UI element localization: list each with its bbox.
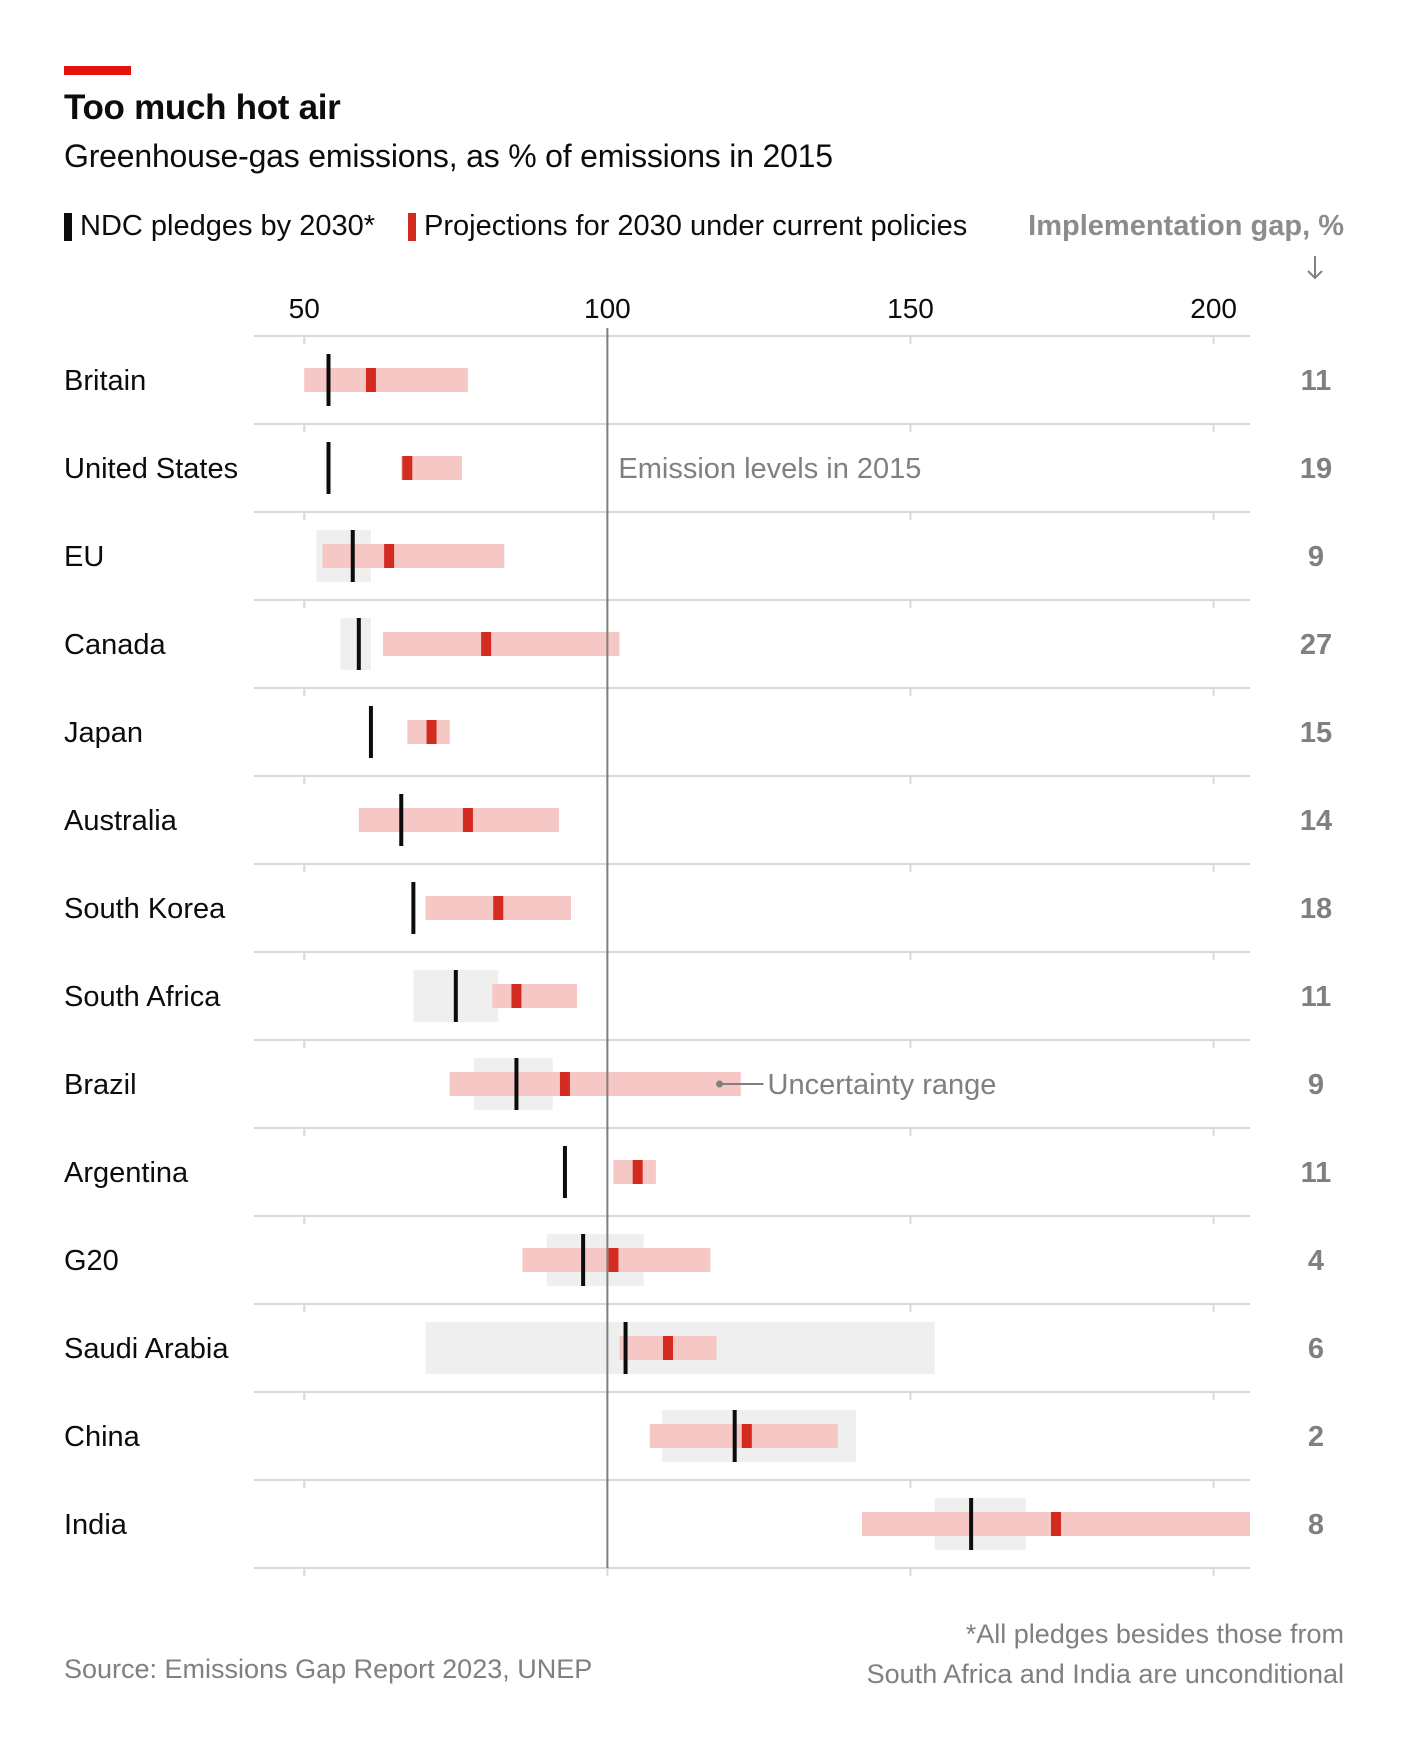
projection-marker [402, 456, 413, 480]
pledge-marker [326, 354, 331, 406]
pledge-marker [350, 530, 355, 582]
pledge-range-bar [340, 618, 371, 670]
projection-marker [663, 1336, 673, 1360]
projection-range-bar [449, 1072, 741, 1096]
country-label: G20 [64, 1245, 119, 1277]
reference-line-label: Emission levels in 2015 [618, 453, 921, 485]
projection-marker [426, 720, 437, 744]
projection-marker [365, 368, 376, 392]
projection-range-bar [383, 632, 620, 656]
projection-marker [493, 896, 504, 920]
country-label: South Africa [64, 981, 221, 1013]
country-label: Britain [64, 365, 146, 397]
country-label: EU [64, 541, 104, 573]
country-label: Saudi Arabia [64, 1333, 229, 1365]
legend-projection-swatch [408, 212, 416, 241]
projection-marker [511, 984, 522, 1008]
projection-marker [1051, 1512, 1061, 1536]
chart-title: Too much hot air [64, 88, 341, 127]
country-label: Brazil [64, 1069, 137, 1101]
x-tick-label: 150 [887, 293, 934, 324]
footnote-line-1: *All pledges besides those from [965, 1619, 1344, 1649]
projection-marker [559, 1072, 570, 1096]
projection-marker [481, 632, 492, 656]
gap-value: 11 [1301, 1157, 1332, 1189]
gap-value: 14 [1300, 805, 1332, 837]
pledge-marker [356, 618, 361, 670]
pledge-marker [411, 882, 416, 934]
gap-value: 2 [1308, 1421, 1324, 1453]
annotation-label: Uncertainty range [768, 1069, 997, 1101]
footnote-line-2: South Africa and India are unconditional [866, 1659, 1344, 1689]
country-label: Argentina [64, 1157, 189, 1189]
footnote: *All pledges besides those from South Af… [867, 1614, 1344, 1694]
gap-value: 18 [1300, 893, 1332, 925]
pledge-marker [399, 794, 404, 846]
country-label: Japan [64, 717, 143, 749]
country-label: United States [64, 453, 238, 485]
pledge-marker [623, 1322, 628, 1374]
x-tick-label: 100 [584, 293, 631, 324]
chart-subtitle: Greenhouse-gas emissions, as % of emissi… [64, 138, 833, 174]
x-tick-label: 50 [289, 293, 320, 324]
pledge-marker [732, 1410, 737, 1462]
legend-projection: Projections for 2030 under current polic… [408, 210, 967, 243]
gap-value: 11 [1301, 365, 1332, 397]
country-label: South Korea [64, 893, 226, 925]
country-label: Australia [64, 805, 178, 837]
projection-marker [608, 1248, 619, 1272]
gap-value: 9 [1308, 541, 1324, 573]
gap-value: 4 [1308, 1245, 1324, 1277]
country-label: India [64, 1509, 128, 1541]
gap-value: 11 [1301, 981, 1332, 1013]
legend-pledge: NDC pledges by 2030* [64, 210, 375, 243]
pledge-marker [368, 706, 373, 758]
implementation-gap-header: Implementation gap, % [1028, 210, 1344, 242]
pledge-marker [581, 1234, 586, 1286]
projection-marker [384, 544, 395, 568]
arrow-down-icon [1307, 256, 1323, 280]
source-note: Source: Emissions Gap Report 2023, UNEP [64, 1654, 593, 1684]
projection-marker [632, 1160, 643, 1184]
country-label: Canada [64, 629, 166, 661]
projection-range-bar [304, 368, 468, 392]
pledge-marker [969, 1498, 974, 1550]
gap-value: 27 [1300, 629, 1332, 661]
country-label: China [64, 1421, 141, 1453]
x-tick-label: 200 [1190, 293, 1237, 324]
projection-marker [741, 1424, 752, 1448]
legend-pledge-label: NDC pledges by 2030* [80, 210, 376, 242]
legend-projection-label: Projections for 2030 under current polic… [424, 210, 968, 242]
pledge-marker [562, 1146, 567, 1198]
legend-pledge-swatch [64, 212, 72, 241]
gap-value: 6 [1308, 1333, 1324, 1365]
projection-marker [462, 808, 473, 832]
projection-range-bar [358, 808, 559, 832]
gap-value: 9 [1308, 1069, 1324, 1101]
projection-range-bar [322, 544, 505, 568]
pledge-marker [326, 442, 331, 494]
gap-value: 19 [1300, 453, 1332, 485]
pledge-marker [453, 970, 458, 1022]
projection-range-bar [492, 984, 578, 1008]
accent-bar [64, 66, 131, 75]
gap-value: 15 [1300, 717, 1332, 749]
pledge-marker [514, 1058, 519, 1110]
gap-value: 8 [1308, 1509, 1324, 1541]
